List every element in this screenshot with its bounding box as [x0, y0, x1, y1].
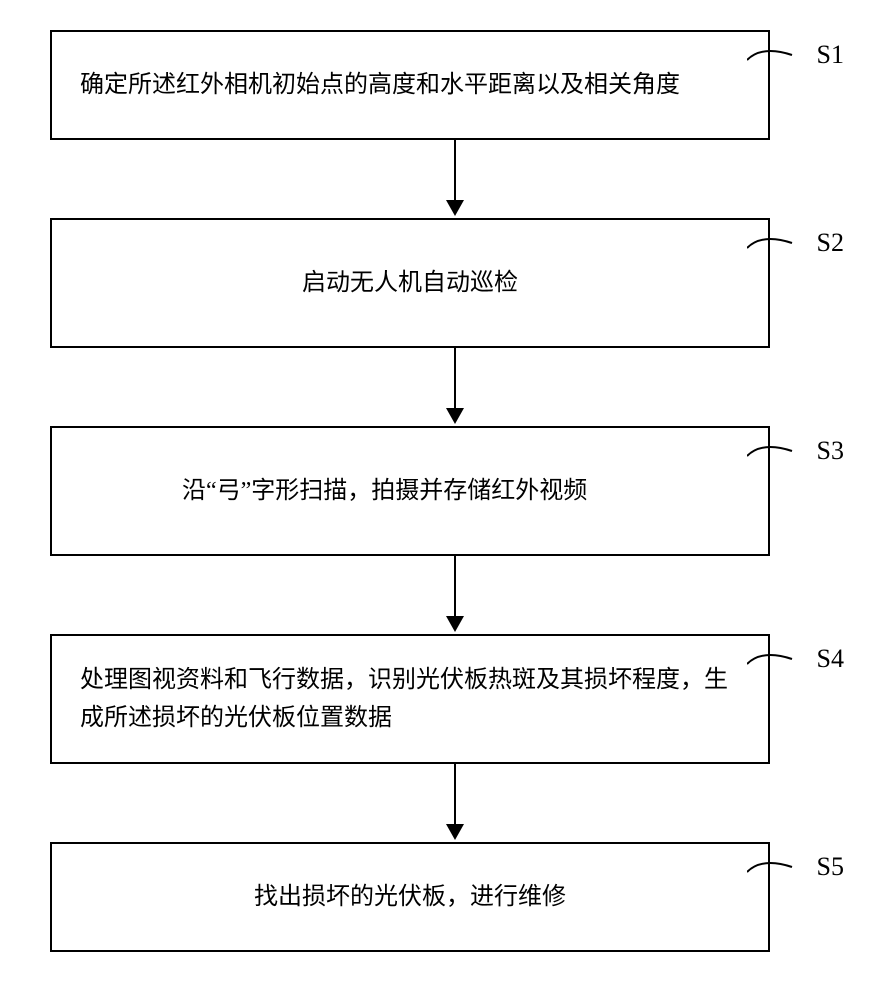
step-box-s3: 沿“弓”字形扫描，拍摄并存储红外视频	[50, 426, 770, 556]
step-box-s2: 启动无人机自动巡检	[50, 218, 770, 348]
connector-curve-s5	[747, 857, 797, 887]
arrow-s3-s4	[95, 556, 815, 634]
connector-curve-s1	[747, 45, 797, 75]
arrow-head	[446, 616, 464, 632]
connector-curve-s4	[747, 649, 797, 679]
step-text-s3: 沿“弓”字形扫描，拍摄并存储红外视频	[182, 472, 587, 510]
arrow-head	[446, 824, 464, 840]
step-row-s5: 找出损坏的光伏板，进行维修 S5	[20, 842, 859, 952]
step-text-s2: 启动无人机自动巡检	[302, 264, 518, 302]
arrow-line	[454, 556, 456, 616]
step-text-s1: 确定所述红外相机初始点的高度和水平距离以及相关角度	[80, 66, 680, 104]
step-label-s4: S4	[817, 644, 844, 674]
step-label-s3: S3	[817, 436, 844, 466]
arrow-line	[454, 764, 456, 824]
arrow-line	[454, 348, 456, 408]
step-box-s1: 确定所述红外相机初始点的高度和水平距离以及相关角度	[50, 30, 770, 140]
arrow-s2-s3	[95, 348, 815, 426]
step-text-s5: 找出损坏的光伏板，进行维修	[254, 878, 566, 916]
step-row-s4: 处理图视资料和飞行数据，识别光伏板热斑及其损坏程度，生成所述损坏的光伏板位置数据…	[20, 634, 859, 764]
arrow-head	[446, 408, 464, 424]
step-box-s5: 找出损坏的光伏板，进行维修	[50, 842, 770, 952]
arrow-s4-s5	[95, 764, 815, 842]
arrow-head	[446, 200, 464, 216]
step-row-s3: 沿“弓”字形扫描，拍摄并存储红外视频 S3	[20, 426, 859, 556]
arrow-s1-s2	[95, 140, 815, 218]
step-row-s2: 启动无人机自动巡检 S2	[20, 218, 859, 348]
flowchart-container: 确定所述红外相机初始点的高度和水平距离以及相关角度 S1 启动无人机自动巡检 S…	[20, 30, 859, 952]
step-label-s2: S2	[817, 228, 844, 258]
connector-curve-s2	[747, 233, 797, 263]
arrow-line	[454, 140, 456, 200]
connector-curve-s3	[747, 441, 797, 471]
step-text-s4: 处理图视资料和飞行数据，识别光伏板热斑及其损坏程度，生成所述损坏的光伏板位置数据	[80, 661, 740, 738]
step-box-s4: 处理图视资料和飞行数据，识别光伏板热斑及其损坏程度，生成所述损坏的光伏板位置数据	[50, 634, 770, 764]
step-label-s5: S5	[817, 852, 844, 882]
step-row-s1: 确定所述红外相机初始点的高度和水平距离以及相关角度 S1	[20, 30, 859, 140]
step-label-s1: S1	[817, 40, 844, 70]
